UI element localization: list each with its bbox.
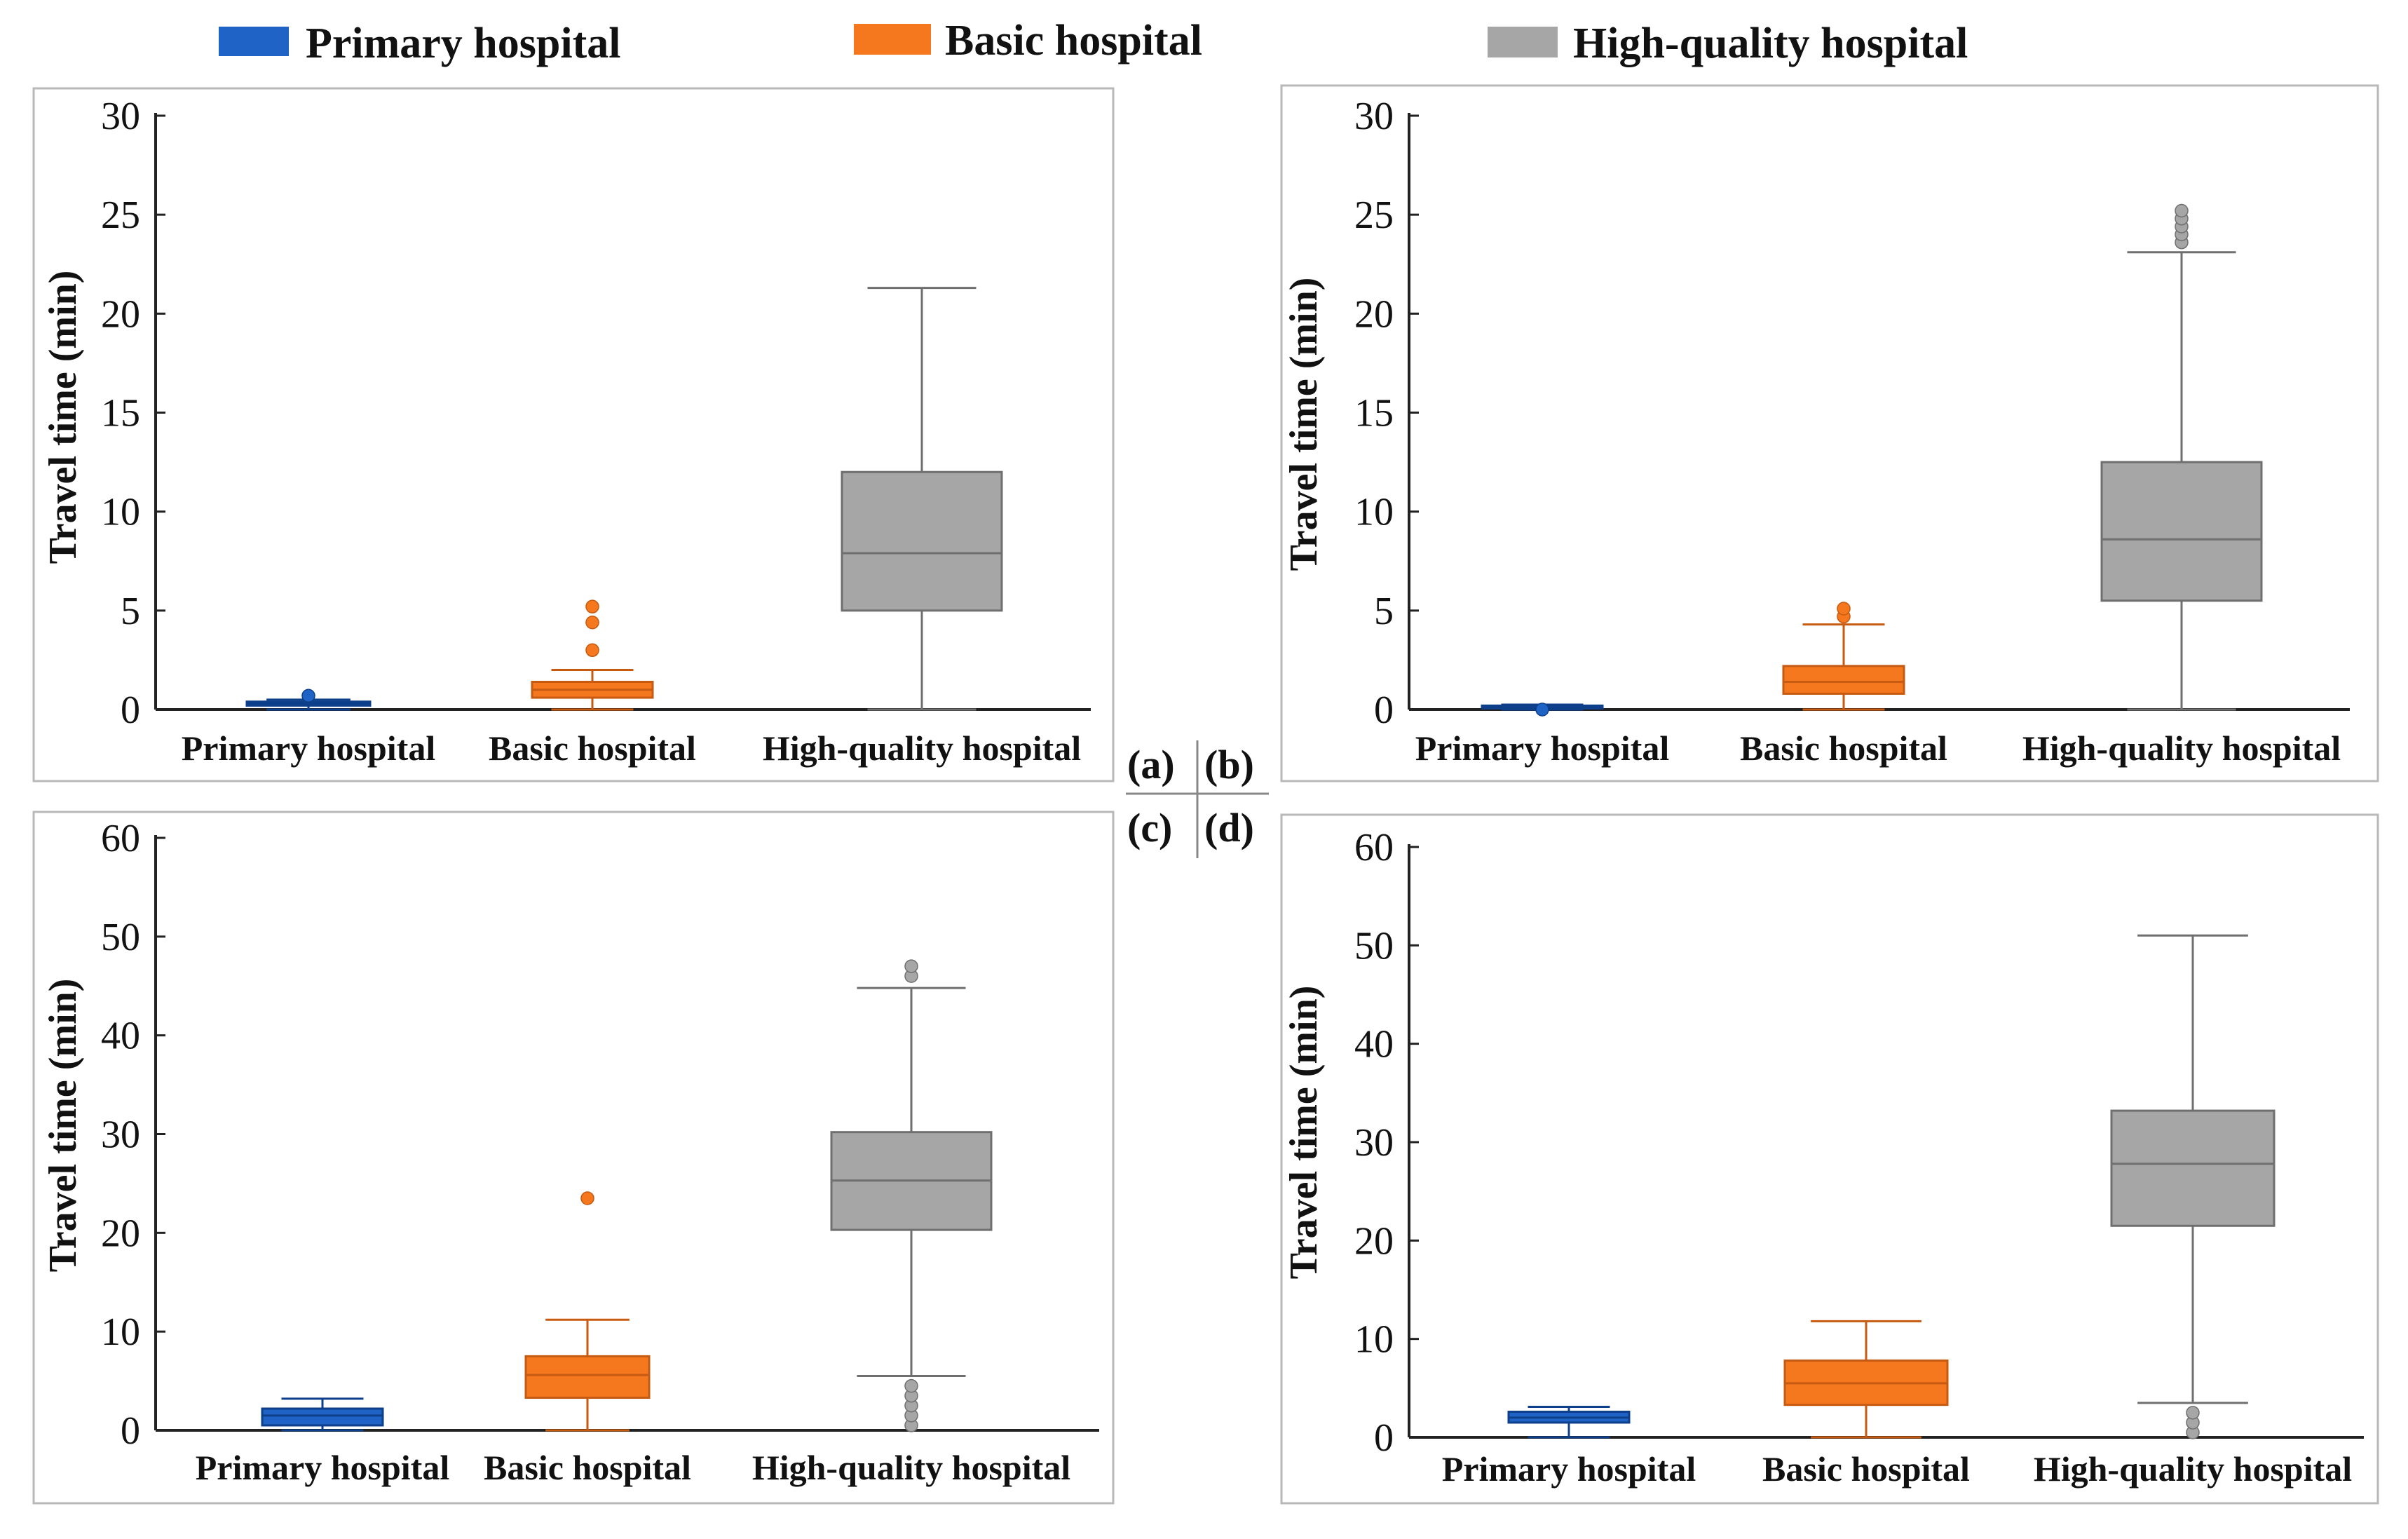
legend-label-basic: Basic hospital (945, 17, 1202, 65)
plots: 0 5 10 15 20 25 30 Travel time (min) Primary hos… (41, 95, 2364, 1489)
legend: Primary hospital Basic hospital High-qua… (219, 17, 1968, 67)
box-iqr (261, 1407, 384, 1427)
panel-b-frame (1280, 84, 2379, 782)
y-tick-label-c: 20 (101, 1212, 140, 1255)
y-tick-label-c: 50 (101, 916, 140, 959)
box-d-basic (1783, 1320, 1949, 1439)
legend-swatch-high-quality (1488, 27, 1558, 57)
y-tick-label-a: 0 (121, 689, 140, 732)
outlier-point (2186, 1406, 2200, 1420)
outlier-point (585, 599, 599, 613)
y-tick-label-d: 40 (1354, 1023, 1394, 1066)
x-category-label-c: Primary hospital (196, 1448, 450, 1487)
panel-label-b: (b) (1204, 742, 1254, 787)
x-category-label-a: High-quality hospital (763, 728, 1081, 768)
panel-c: 0 10 20 30 40 50 60 Travel time (min) Primary ho… (41, 817, 1099, 1487)
y-tick-label-d: 50 (1354, 924, 1394, 968)
y-tick-label-a: 25 (101, 194, 140, 237)
legend-label-high-quality: High-quality hospital (1573, 20, 1968, 67)
box-iqr (524, 1355, 651, 1399)
panel-label-a: (a) (1127, 742, 1175, 787)
box-b-high-quality (2100, 203, 2263, 711)
y-axis-label-d: Travel time (min) (1282, 986, 1326, 1280)
y-tick-label-c: 60 (101, 817, 140, 860)
y-axis-label-b: Travel time (min) (1282, 278, 1326, 571)
panel-d: 0 10 20 30 40 50 60 Travel time (min) Primary ho… (1282, 826, 2364, 1489)
y-tick-label-d: 30 (1354, 1121, 1394, 1165)
outlier-point (585, 643, 599, 658)
y-tick-label-d: 10 (1354, 1318, 1394, 1362)
panel-labels: (a) (b) (c) (d) (1126, 740, 1269, 858)
box-iqr (2110, 1109, 2276, 1227)
x-category-label-a: Basic hospital (489, 728, 696, 768)
box-iqr (2100, 461, 2263, 602)
x-category-label-c: Basic hospital (484, 1448, 691, 1487)
x-category-label-b: High-quality hospital (2022, 728, 2341, 768)
outlier-point (585, 616, 599, 630)
outlier-point (904, 1378, 918, 1393)
panel-b: 0 5 10 15 20 25 30 Travel time (min) Primary hos… (1282, 95, 2350, 768)
y-tick-label-c: 30 (101, 1113, 140, 1157)
y-tick-label-d: 20 (1354, 1219, 1394, 1263)
y-tick-label-b: 5 (1374, 590, 1394, 633)
panel-c-frame (32, 811, 1115, 1505)
panel-a: 0 5 10 15 20 25 30 Travel time (min) Primary hos… (41, 95, 1091, 768)
y-tick-label-c: 0 (121, 1409, 140, 1453)
y-axis-label-c: Travel time (min) (41, 979, 85, 1273)
legend-swatch-basic (854, 24, 931, 55)
y-tick-label-a: 10 (101, 491, 140, 534)
box-a-high-quality (841, 287, 1003, 711)
box-iqr (841, 470, 1003, 612)
box-d-primary (1507, 1405, 1631, 1439)
box-c-basic (524, 1191, 651, 1432)
legend-label-primary: Primary hospital (306, 20, 620, 67)
outlier-point (580, 1191, 594, 1205)
box-a-primary (245, 689, 372, 711)
y-tick-label-b: 30 (1354, 95, 1394, 138)
panel-a-frame (32, 87, 1115, 782)
outlier-point (1535, 703, 1549, 717)
y-axis-label-a: Travel time (min) (41, 271, 85, 564)
y-tick-label-a: 5 (121, 590, 140, 633)
y-tick-label-d: 0 (1374, 1416, 1394, 1460)
y-tick-label-b: 15 (1354, 392, 1394, 435)
x-category-label-d: Basic hospital (1762, 1449, 1970, 1489)
panel-d-frame (1280, 813, 2379, 1505)
outlier-point (904, 959, 918, 973)
x-category-label-d: Primary hospital (1442, 1449, 1696, 1489)
y-tick-label-b: 20 (1354, 292, 1394, 336)
box-d-high-quality (2110, 934, 2276, 1439)
outlier-point (301, 689, 315, 703)
y-tick-label-a: 30 (101, 95, 140, 138)
outlier-point (2175, 203, 2189, 218)
y-tick-label-b: 0 (1374, 689, 1394, 732)
y-tick-label-a: 15 (101, 392, 140, 435)
box-c-primary (261, 1397, 384, 1432)
y-tick-label-a: 20 (101, 292, 140, 336)
y-tick-label-c: 40 (101, 1015, 140, 1058)
x-category-label-b: Primary hospital (1415, 728, 1670, 768)
x-category-label-d: High-quality hospital (2034, 1449, 2352, 1489)
box-iqr (1782, 665, 1905, 695)
box-b-primary (1481, 703, 1604, 717)
x-category-label-b: Basic hospital (1740, 728, 1947, 768)
box-b-basic (1782, 602, 1905, 711)
panel-label-c: (c) (1127, 805, 1172, 850)
x-category-label-a: Primary hospital (182, 728, 436, 768)
y-tick-label-b: 25 (1354, 194, 1394, 237)
legend-swatch-primary (219, 27, 289, 56)
box-a-basic (531, 599, 654, 711)
panel-label-d: (d) (1204, 805, 1254, 850)
box-c-high-quality (830, 959, 993, 1432)
outlier-point (1837, 602, 1851, 616)
x-category-label-c: High-quality hospital (752, 1448, 1070, 1487)
y-tick-label-c: 10 (101, 1310, 140, 1354)
y-tick-label-b: 10 (1354, 491, 1394, 534)
y-tick-label-d: 60 (1354, 826, 1394, 869)
